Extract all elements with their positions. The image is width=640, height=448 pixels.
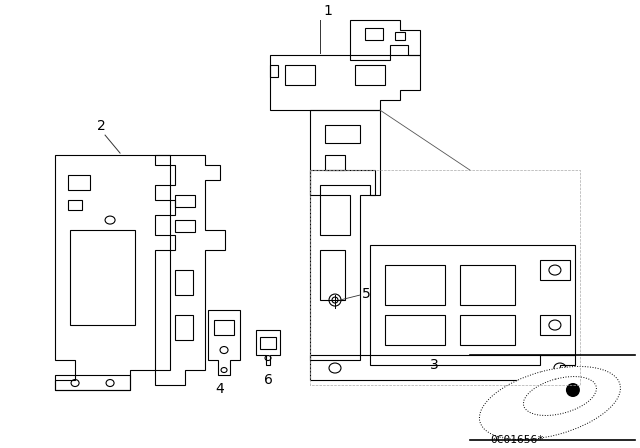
Ellipse shape: [479, 366, 620, 439]
Bar: [260, 337, 276, 349]
Text: 5: 5: [362, 287, 371, 301]
Bar: [68, 175, 90, 190]
Bar: [320, 250, 345, 300]
Bar: [320, 195, 350, 235]
Bar: [385, 315, 445, 345]
Bar: [355, 65, 385, 85]
Ellipse shape: [566, 383, 580, 397]
Bar: [540, 315, 570, 335]
Bar: [395, 32, 405, 40]
Bar: [365, 28, 383, 40]
Bar: [68, 200, 82, 210]
Text: 0C01656*: 0C01656*: [490, 435, 544, 445]
Bar: [175, 220, 195, 232]
Bar: [70, 230, 135, 325]
Bar: [214, 320, 234, 335]
Bar: [460, 265, 515, 305]
Ellipse shape: [524, 376, 596, 415]
Text: 6: 6: [264, 373, 273, 387]
Bar: [175, 315, 193, 340]
Bar: [270, 65, 278, 77]
Text: 4: 4: [215, 382, 224, 396]
Text: 3: 3: [430, 358, 438, 372]
Bar: [175, 195, 195, 207]
Bar: [385, 265, 445, 305]
Bar: [285, 65, 315, 85]
Bar: [540, 260, 570, 280]
Text: 2: 2: [97, 119, 106, 133]
Bar: [175, 270, 193, 295]
Text: 1: 1: [323, 4, 332, 18]
Bar: [460, 315, 515, 345]
Bar: [325, 155, 345, 170]
Bar: [325, 125, 360, 143]
